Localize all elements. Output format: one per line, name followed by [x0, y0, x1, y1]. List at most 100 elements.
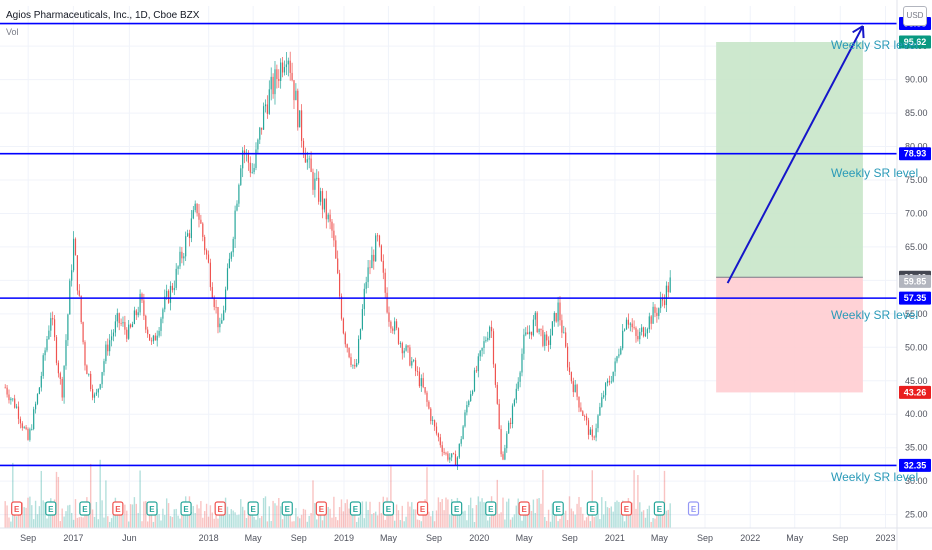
candle-body — [585, 416, 588, 421]
volume-bar — [384, 519, 386, 528]
candle-body — [181, 251, 183, 259]
volume-bar — [340, 499, 343, 528]
earnings-marker[interactable]: E — [687, 501, 700, 516]
volume-bar — [612, 511, 614, 528]
earnings-marker[interactable]: E — [416, 501, 429, 516]
volume-bar — [367, 509, 369, 528]
candle-body — [637, 335, 639, 340]
volume-bar — [268, 506, 270, 528]
earnings-marker[interactable]: E — [518, 501, 530, 516]
earnings-marker[interactable]: E — [180, 501, 192, 516]
volume-bar — [89, 463, 92, 528]
candle-body — [295, 90, 297, 101]
candle-body — [411, 361, 413, 366]
earnings-marker[interactable]: E — [214, 501, 226, 516]
price-tag — [899, 147, 931, 161]
earnings-marker[interactable]: E — [79, 501, 91, 516]
earnings-marker[interactable]: E — [485, 501, 497, 516]
volume-bar — [392, 508, 394, 528]
candle-body — [126, 329, 128, 339]
candle-body — [359, 329, 362, 339]
volume-bar — [78, 517, 80, 528]
volume-bar — [572, 511, 574, 528]
volume-bar — [401, 505, 403, 528]
price-tick-label: 80.00 — [905, 142, 928, 152]
candle-body — [542, 330, 544, 346]
earnings-badge — [485, 501, 497, 516]
candle-body — [422, 378, 424, 388]
sr-level-lines[interactable] — [0, 22, 897, 467]
volume-bar — [312, 480, 314, 528]
volume-bar — [295, 508, 297, 528]
price-tick-label: 90.00 — [905, 75, 928, 85]
volume-bar — [203, 511, 206, 528]
earnings-marker[interactable]: E — [112, 501, 124, 516]
earnings-marker[interactable]: E — [11, 501, 23, 516]
earnings-marker[interactable]: E — [45, 501, 57, 516]
volume-bar — [207, 516, 210, 528]
candle-body — [420, 378, 422, 387]
volume-bar — [538, 498, 540, 528]
candle-body — [631, 323, 633, 328]
volume-bar — [471, 508, 474, 528]
candle-body — [42, 355, 44, 377]
candle-body — [614, 361, 616, 372]
time-tick-label: 2017 — [63, 533, 83, 543]
earnings-marker[interactable]: E — [315, 501, 327, 516]
earnings-marker[interactable]: E — [552, 501, 564, 516]
candle-body — [209, 262, 211, 288]
candle-body — [325, 198, 327, 220]
earnings-marker[interactable]: E — [281, 501, 293, 516]
candle-body — [131, 324, 134, 328]
price-tick-label: 75.00 — [905, 175, 928, 185]
candle-body — [223, 310, 225, 321]
price-tag-label: 57.35 — [904, 293, 927, 303]
earnings-marker[interactable]: E — [247, 501, 259, 516]
volume-bar — [173, 509, 175, 528]
long-position-tool[interactable] — [716, 42, 863, 393]
volume-bar — [479, 501, 481, 528]
candle-body — [219, 323, 221, 328]
earnings-marker[interactable]: E — [146, 501, 158, 516]
earnings-marker[interactable]: E — [653, 501, 666, 516]
earnings-marker[interactable]: E — [349, 501, 362, 516]
earnings-marker[interactable]: E — [620, 501, 633, 516]
earnings-marker[interactable]: E — [382, 501, 395, 516]
candle-body — [50, 318, 52, 331]
volume-bar — [646, 508, 649, 528]
projection-arrow[interactable] — [726, 25, 865, 284]
earnings-badge — [518, 501, 530, 516]
price-tick-label: 55.00 — [905, 309, 928, 319]
candle-body — [291, 72, 293, 81]
earnings-marker[interactable]: E — [451, 501, 463, 516]
volume-bar — [57, 476, 60, 528]
candle-body — [243, 150, 246, 154]
volume-bar — [403, 521, 405, 528]
volume-bar — [240, 499, 242, 528]
volume-bar — [15, 516, 18, 528]
time-tick-label: 2021 — [605, 533, 625, 543]
candle-body — [141, 293, 143, 301]
candle-body — [610, 381, 612, 383]
candle-body — [156, 335, 158, 341]
candle-body — [293, 80, 295, 101]
candle-body — [321, 191, 324, 210]
candle-body — [416, 371, 419, 372]
candle-body — [574, 384, 576, 393]
volume-bar — [251, 508, 253, 528]
volume-bar — [418, 520, 421, 528]
volume-bar — [390, 466, 392, 528]
earnings-marker[interactable]: E — [586, 501, 598, 516]
candle-body — [224, 289, 227, 311]
candle-body — [553, 312, 555, 322]
time-axis[interactable]: Sep 2017 Jun 2018 May Sep 2019 May Sep 2020 May Sep… — [20, 533, 895, 543]
earnings-label: E — [285, 505, 291, 514]
candle-body — [319, 191, 322, 202]
currency-button[interactable]: USD — [903, 6, 927, 26]
volume-bar — [42, 500, 44, 528]
candle-body — [625, 319, 628, 330]
candle-body — [122, 322, 124, 324]
volume-bar — [321, 520, 324, 528]
